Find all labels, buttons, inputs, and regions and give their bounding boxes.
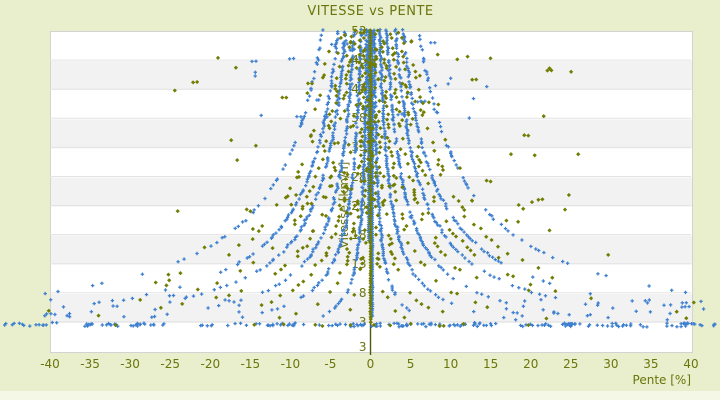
y-tick-label: 33: [351, 140, 367, 155]
x-axis-title: Pente [%]: [632, 373, 691, 387]
x-tick-label: 35: [643, 357, 659, 371]
chart-title: VITESSE vs PENTE: [307, 4, 434, 19]
x-tick-label: -40: [40, 357, 60, 371]
x-tick-label: -35: [80, 357, 100, 371]
y-tick-label: 48: [351, 53, 367, 68]
y-axis-title: Vitesse [km/h]: [337, 161, 351, 249]
x-tick-label: 5: [406, 357, 415, 371]
x-tick-label: -5: [324, 357, 337, 371]
x-tick-label: -25: [160, 357, 180, 371]
x-tick-label: 25: [563, 357, 579, 371]
y-tick-label: 38: [351, 111, 367, 126]
y-axis-min-label: 3: [358, 340, 367, 354]
x-tick-label: 15: [483, 357, 499, 371]
x-tick-label: -10: [280, 357, 301, 371]
x-tick-label: -30: [120, 357, 140, 371]
y-tick-label: 43: [351, 82, 367, 97]
y-tick-label: 53: [351, 24, 367, 38]
background-bottom-strip: [0, 391, 720, 400]
plot-area: [50, 31, 693, 353]
y-tick-label: 8: [358, 285, 367, 300]
x-tick-label: 20: [523, 357, 539, 371]
x-tick-label: -15: [240, 357, 261, 371]
x-tick-label: 30: [603, 357, 619, 371]
x-tick-label: 0: [366, 357, 375, 371]
x-tick-label: 40: [683, 357, 699, 371]
x-tick-label: 10: [442, 357, 459, 371]
x-tick-label: -20: [200, 357, 221, 371]
y-tick-label: 3: [358, 314, 367, 329]
y-tick-label: 13: [351, 256, 367, 271]
